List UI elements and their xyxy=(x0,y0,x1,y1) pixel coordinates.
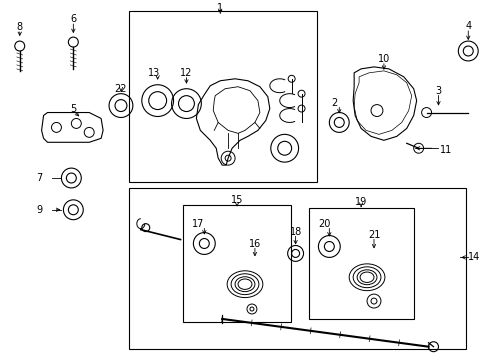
Text: 7: 7 xyxy=(37,173,42,183)
Bar xyxy=(129,11,317,182)
Text: 5: 5 xyxy=(70,104,76,113)
Text: 21: 21 xyxy=(367,230,379,239)
Text: 14: 14 xyxy=(467,252,479,262)
Text: 1: 1 xyxy=(217,3,223,13)
Text: 3: 3 xyxy=(434,86,441,96)
Text: 15: 15 xyxy=(230,195,243,205)
Text: 20: 20 xyxy=(318,219,330,229)
Text: 6: 6 xyxy=(70,14,76,24)
Text: 19: 19 xyxy=(354,197,366,207)
Text: 16: 16 xyxy=(248,239,261,248)
Text: 11: 11 xyxy=(439,145,451,155)
Bar xyxy=(309,208,413,319)
Text: 4: 4 xyxy=(464,21,470,31)
Text: 17: 17 xyxy=(192,219,204,229)
Text: 12: 12 xyxy=(180,68,192,78)
Text: 22: 22 xyxy=(115,84,127,94)
Text: 13: 13 xyxy=(147,68,160,78)
Text: 10: 10 xyxy=(377,54,389,64)
Bar xyxy=(183,205,290,322)
Text: 18: 18 xyxy=(289,226,301,237)
Text: 9: 9 xyxy=(37,205,42,215)
Bar xyxy=(129,188,466,349)
Text: 8: 8 xyxy=(17,22,23,32)
Text: 2: 2 xyxy=(330,98,337,108)
